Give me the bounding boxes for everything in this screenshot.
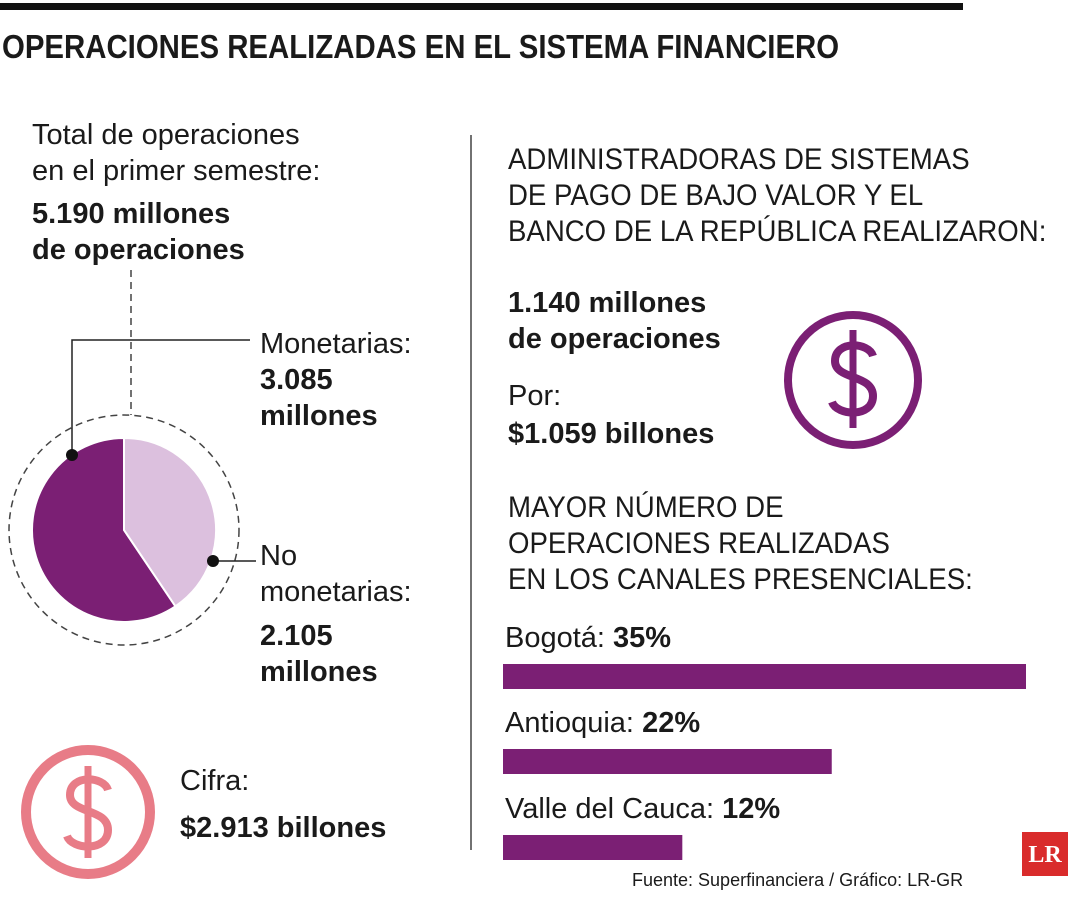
text-line: en el primer semestre: (32, 155, 321, 187)
leader-dot (66, 449, 78, 461)
total: 5.190 millones de operaciones (32, 196, 245, 268)
pie-label: Monetarias: (260, 328, 412, 360)
pie (31, 436, 217, 623)
text-line: OPERACIONES REALIZADAS (508, 527, 890, 560)
heading: ADMINISTRADORAS DE SISTEMAS DE PAGO DE B… (508, 142, 1046, 250)
text-line: ADMINISTRADORAS DE SISTEMAS (508, 143, 970, 176)
bar (503, 664, 1026, 689)
cifra-value: $2.913 billones (180, 812, 387, 844)
bar-title: MAYOR NÚMERO DE OPERACIONES REALIZADAS E… (508, 490, 973, 598)
logo: LR (1028, 842, 1062, 868)
dollar-icon (21, 745, 155, 879)
leader-dot (207, 555, 219, 567)
pie-slice (31, 436, 177, 623)
por-label: Por: (508, 380, 562, 412)
dollar-icon (784, 311, 922, 449)
text-line: de operaciones (32, 234, 245, 266)
text-line: de operaciones (508, 323, 721, 355)
pie-ring (8, 414, 240, 646)
bar-group (503, 664, 1026, 860)
category-label: Valle del Cauca: (505, 793, 715, 825)
intro: Total de operaciones en el primer semest… (32, 117, 321, 189)
logo-box (1022, 832, 1068, 876)
pie-slice (123, 436, 217, 608)
cifra-label: Cifra: (180, 765, 250, 797)
text-line: EN LOS CANALES PRESENCIALES: (508, 563, 973, 596)
bar (503, 835, 683, 860)
text-line: BANCO DE LA REPÚBLICA REALIZARON: (508, 215, 1047, 248)
text-line: 5.190 millones (32, 198, 231, 230)
bar (503, 749, 832, 774)
top-rule (0, 3, 963, 10)
value-label: 22% (642, 707, 701, 739)
text-line: 1.140 millones (508, 287, 707, 319)
pie-value-label: 2.105 millones (260, 620, 378, 688)
bar-label: Bogotá: 35% (505, 620, 671, 656)
bar-label: Valle del Cauca: 12% (505, 791, 780, 827)
source: Fuente: Superfinanciera / Gráfico: LR-GR (632, 870, 964, 890)
text-line: MAYOR NÚMERO DE (508, 491, 784, 524)
leader-line (71, 339, 250, 455)
bar-label: Antioquia: 22% (505, 705, 700, 741)
operations: 1.140 millones de operaciones (508, 285, 721, 357)
pie-label: No monetarias: (260, 540, 412, 608)
category-label: Bogotá: (505, 622, 605, 654)
por-value: $1.059 billones (508, 418, 715, 450)
title: OPERACIONES REALIZADAS EN EL SISTEMA FIN… (2, 28, 840, 65)
category-label: Antioquia: (505, 707, 634, 739)
text-line: Total de operaciones (32, 119, 300, 151)
pie-value-label: 3.085 millones (260, 364, 378, 432)
value-label: 35% (613, 622, 672, 654)
text-line: DE PAGO DE BAJO VALOR Y EL (508, 179, 924, 212)
value-label: 12% (722, 793, 781, 825)
